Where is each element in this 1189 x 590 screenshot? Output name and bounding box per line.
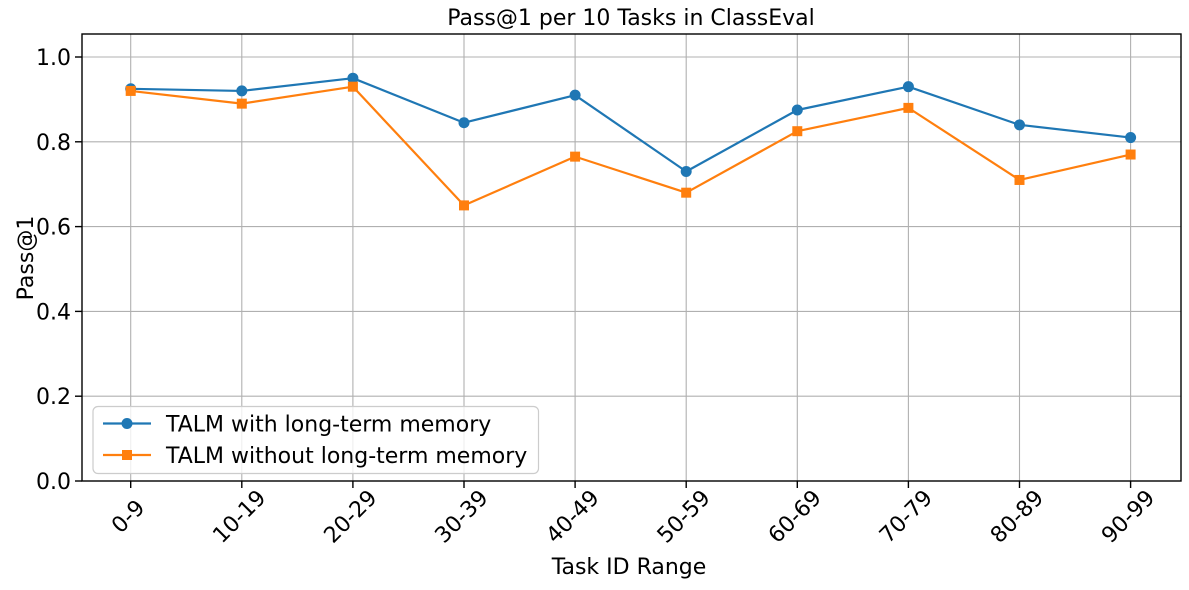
data-point-marker [902, 81, 914, 93]
data-point-marker [1125, 132, 1137, 144]
plot-area-frame [81, 33, 1182, 482]
x-tick-label: 90-99 [1097, 486, 1160, 549]
legend-item-label: TALM with long-term memory [165, 413, 491, 438]
data-point-marker [681, 187, 692, 198]
data-point-marker [347, 72, 359, 84]
legend: TALM with long-term memory TALM without l… [92, 405, 540, 475]
data-point-marker [1125, 149, 1136, 160]
data-point-marker [236, 98, 247, 109]
y-tick-label: 1.0 [36, 46, 71, 71]
y-tick-label: 0.8 [36, 131, 71, 156]
data-point-marker [1014, 174, 1025, 185]
series-line [129, 77, 1132, 173]
x-tick-label: 70-79 [875, 486, 938, 549]
series-line [129, 85, 1132, 207]
legend-item-label: TALM without long-term memory [165, 444, 527, 469]
y-tick-label: 0.6 [36, 216, 71, 241]
x-tick-label: 30-39 [431, 486, 494, 549]
data-point-marker [236, 85, 248, 97]
legend-sample-marker [121, 418, 133, 429]
chart-title: Pass@1 per 10 Tasks in ClassEval [447, 6, 815, 31]
data-point-marker [792, 126, 803, 137]
series-layer [125, 72, 1137, 211]
x-axis-label: Task ID Range [551, 555, 707, 580]
data-point-marker [458, 117, 470, 129]
data-point-marker [791, 104, 803, 116]
y-axis-label: Pass@1 [14, 216, 39, 301]
data-point-marker [903, 102, 914, 113]
y-tick-label: 0.2 [36, 385, 71, 410]
x-tick-label: 20-29 [320, 486, 383, 549]
y-tick-label: 0.0 [36, 470, 71, 495]
data-point-marker [347, 81, 358, 92]
data-point-marker [570, 151, 581, 162]
data-point-marker [569, 89, 581, 101]
x-tick-label: 40-49 [542, 486, 605, 549]
x-tick-label: 10-19 [208, 486, 271, 549]
grid-layer [82, 34, 1181, 482]
data-point-marker [1014, 119, 1025, 131]
data-point-marker [459, 200, 469, 211]
legend-box [92, 405, 540, 475]
legend-sample-marker [122, 450, 132, 460]
x-tick-label: 0-9 [107, 496, 150, 539]
x-tick-label: 80-89 [986, 486, 1049, 549]
x-tick-label: 60-69 [764, 486, 827, 549]
y-tick-label: 0.4 [36, 300, 71, 325]
x-tick-label: 50-59 [653, 486, 716, 549]
data-point-marker [680, 165, 692, 177]
data-point-marker [125, 85, 136, 96]
